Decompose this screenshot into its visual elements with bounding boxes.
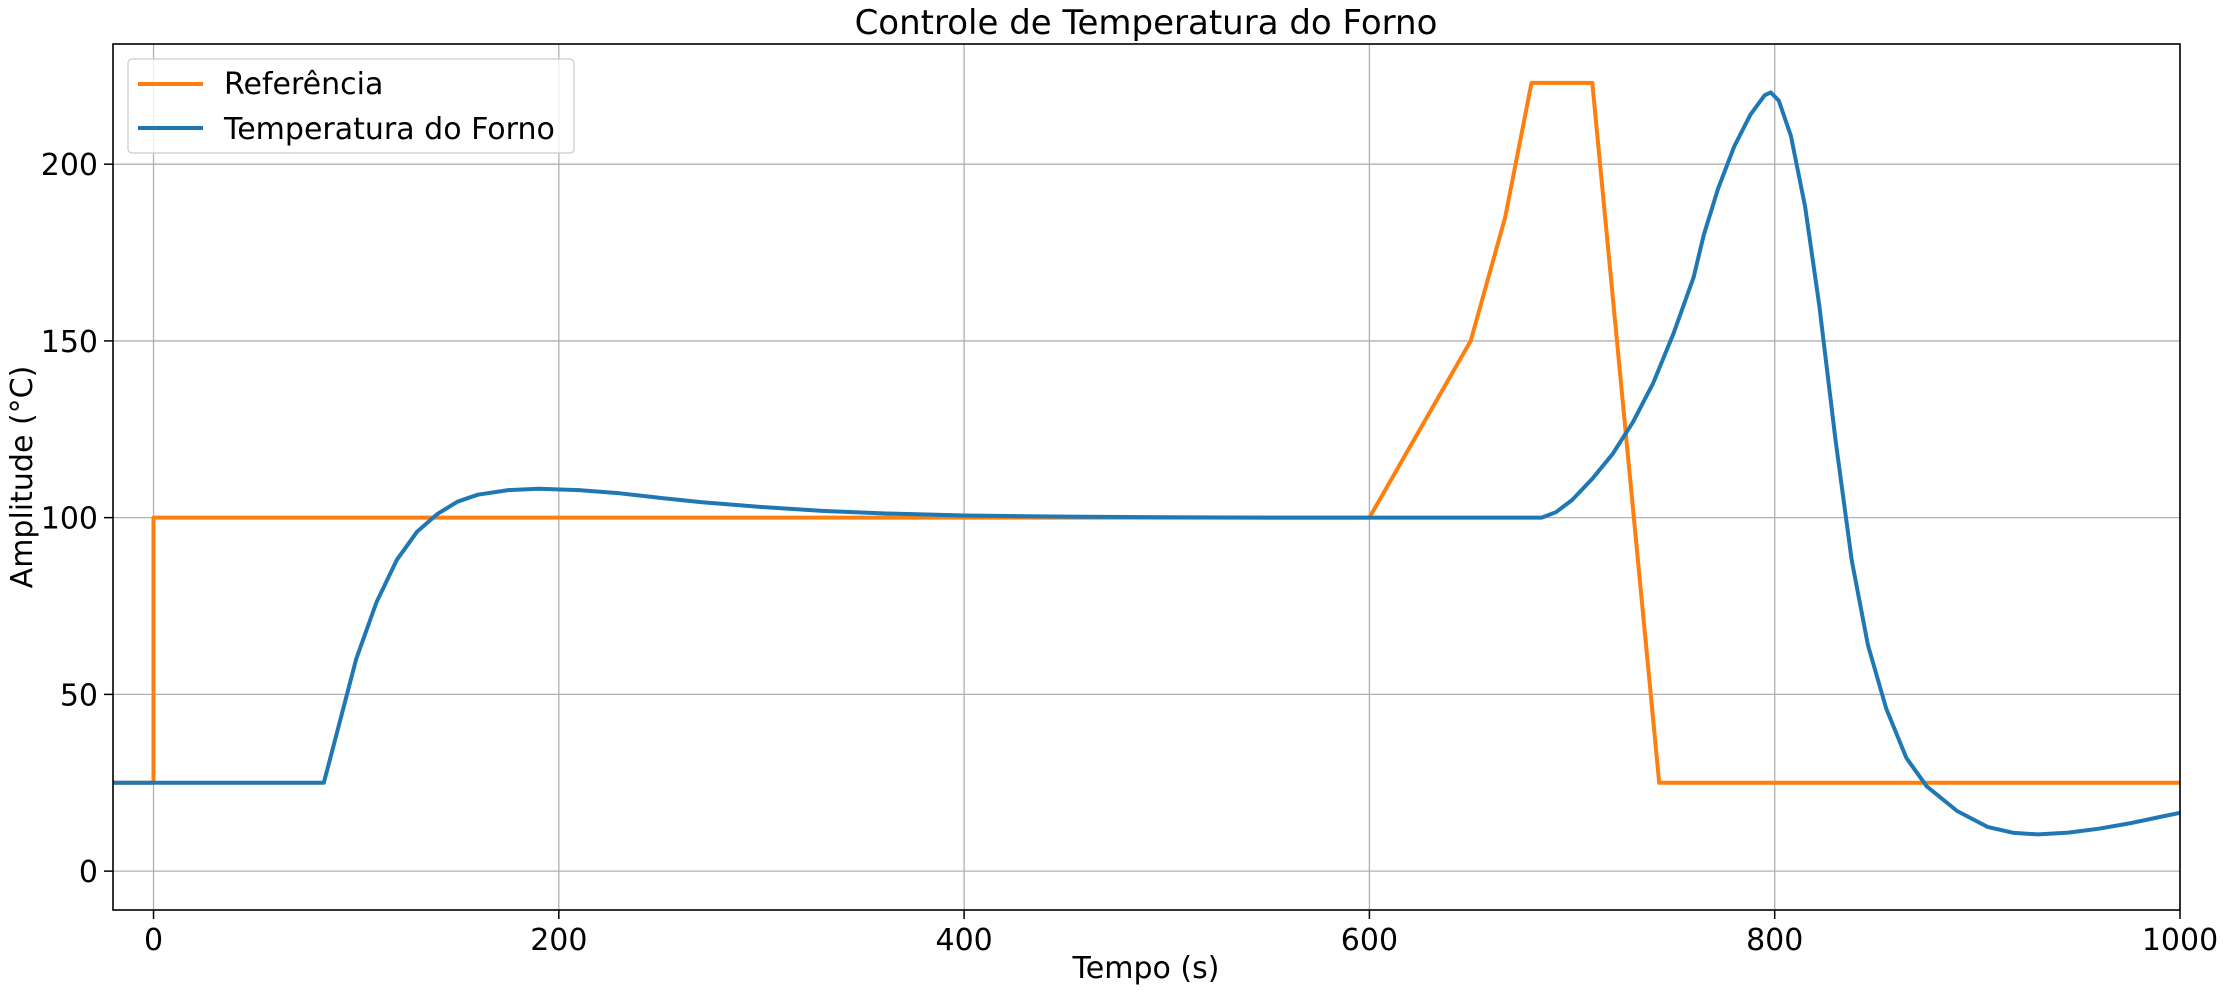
y-tick-label: 0 <box>79 855 98 890</box>
legend-box <box>127 58 575 154</box>
x-axis: 0 200 400 600 800 1000 <box>144 910 2218 958</box>
series-line-referencia <box>113 80 2180 785</box>
legend-label-temperatura: Temperatura do Forno <box>223 112 555 147</box>
x-axis-label: Tempo (s) <box>1072 951 1220 986</box>
x-tick-label: 0 <box>144 923 163 958</box>
x-tick-label: 1000 <box>2142 923 2218 958</box>
plot-lines <box>113 80 2180 837</box>
legend: Referência Temperatura do Forno <box>127 58 575 154</box>
y-tick-label: 50 <box>60 678 98 713</box>
y-tick-label: 150 <box>41 325 98 360</box>
legend-label-referencia: Referência <box>224 67 383 102</box>
y-tick-label: 100 <box>41 502 98 537</box>
y-axis-label: Amplitude (°C) <box>5 366 40 589</box>
x-tick-label: 200 <box>530 923 587 958</box>
x-tick-label: 800 <box>1746 923 1803 958</box>
series-line-temperatura <box>113 90 2180 837</box>
plot-frame <box>112 43 2181 911</box>
x-tick-label: 400 <box>935 923 992 958</box>
y-tick-label: 200 <box>41 148 98 183</box>
x-gridlines <box>152 44 2181 910</box>
grid <box>113 44 2181 910</box>
y-axis: 0 50 100 150 200 <box>41 148 113 890</box>
chart-title: Controle de Temperatura do Forno <box>855 3 1438 43</box>
x-tick-label: 600 <box>1341 923 1398 958</box>
